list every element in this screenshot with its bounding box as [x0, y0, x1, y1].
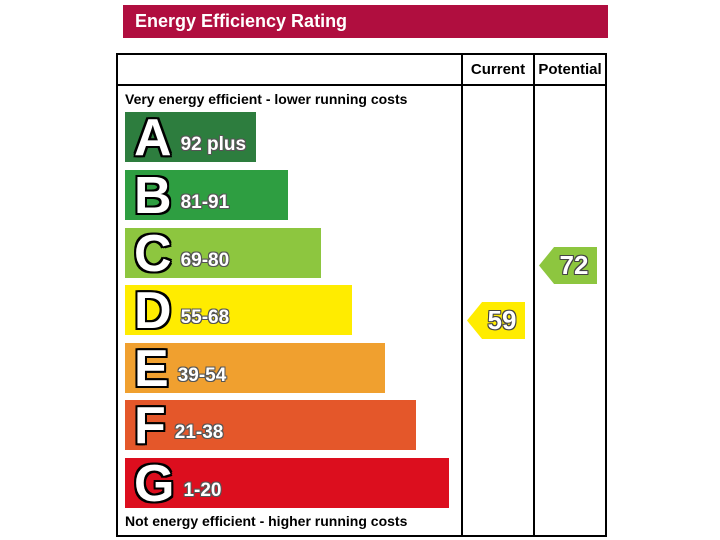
bottom-caption: Not energy efficient - higher running co…	[125, 513, 408, 529]
band-C-range: 69-80	[180, 250, 230, 271]
current-column-header: Current	[470, 61, 526, 78]
band-G-range: 1-20	[183, 480, 222, 501]
current-rating-arrow: 59	[467, 302, 525, 339]
band-B-letter: B	[134, 167, 172, 225]
title-bar: Energy Efficiency Rating	[123, 5, 608, 38]
band-C: C 69-80	[125, 225, 321, 283]
band-A: A 92 plus	[125, 109, 256, 167]
page-title: Energy Efficiency Rating	[135, 11, 348, 31]
band-F-range: 21-38	[174, 422, 224, 443]
current-rating-value: 59	[487, 305, 517, 335]
current-column-divider	[461, 55, 463, 535]
band-A-letter: A	[134, 109, 172, 167]
band-A-range: 92 plus	[180, 134, 247, 155]
band-F-letter: F	[134, 397, 166, 455]
band-G-letter: G	[134, 455, 175, 513]
band-C-letter: C	[134, 225, 172, 283]
potential-column-divider	[533, 55, 535, 535]
header-divider	[118, 84, 605, 86]
potential-rating-value: 72	[559, 250, 589, 280]
potential-rating-arrow: 72	[539, 247, 597, 284]
band-F: F 21-38	[125, 397, 416, 455]
band-D: D 55-68	[125, 282, 352, 340]
band-D-range: 55-68	[180, 307, 230, 328]
band-B: B 81-91	[125, 167, 288, 225]
band-E: E 39-54	[125, 340, 385, 398]
band-E-letter: E	[134, 340, 169, 398]
band-D-letter: D	[134, 282, 172, 340]
band-E-range: 39-54	[177, 365, 227, 386]
potential-column-header: Potential	[538, 61, 602, 78]
band-B-range: 81-91	[180, 192, 230, 213]
top-caption: Very energy efficient - lower running co…	[125, 91, 408, 107]
rating-chart: Current Potential Very energy efficient …	[116, 53, 607, 537]
band-G: G 1-20	[125, 455, 449, 513]
